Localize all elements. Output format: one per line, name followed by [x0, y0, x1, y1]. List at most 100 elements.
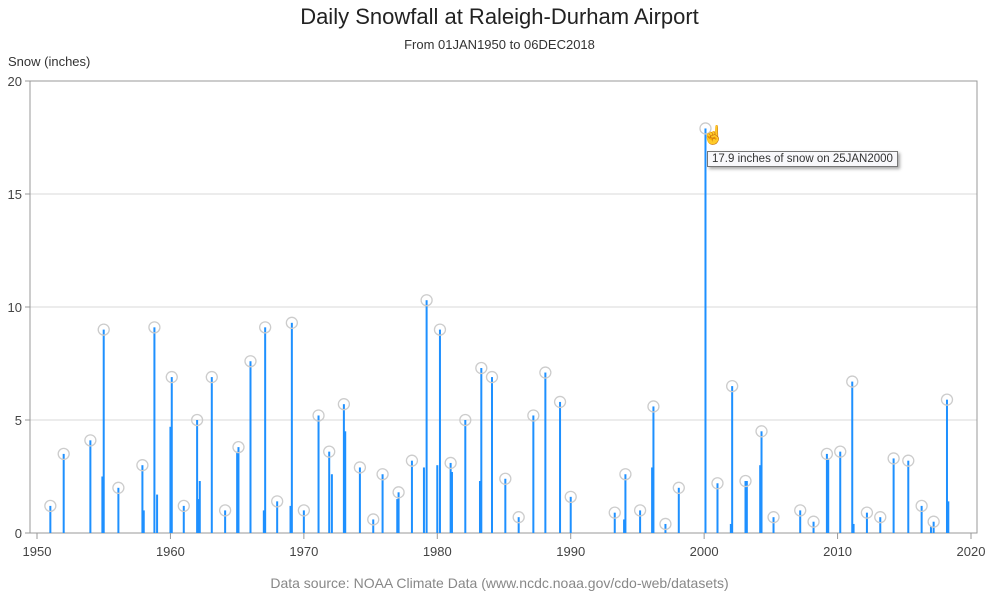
- hand-cursor-icon: ☝: [702, 125, 725, 145]
- annual-max-marker: [726, 379, 739, 393]
- snow-bar: [947, 501, 950, 533]
- annual-max-marker: [244, 355, 257, 368]
- snow-bar: [731, 386, 734, 533]
- annual-max-marker: [755, 425, 768, 438]
- annual-max-marker: [807, 515, 820, 528]
- snow-bar: [141, 465, 144, 533]
- x-tick-label: 1950: [23, 544, 52, 559]
- annual-max-marker: [672, 481, 685, 494]
- y-tick-label: 5: [15, 413, 22, 428]
- annual-max-marker: [148, 321, 161, 334]
- snow-bar: [464, 420, 467, 533]
- snow-bar: [262, 510, 265, 533]
- snow-bar: [197, 499, 200, 533]
- snow-bar: [480, 368, 483, 533]
- snow-bar: [317, 415, 320, 533]
- annual-max-marker: [485, 370, 499, 384]
- data-source-note: Data source: NOAA Climate Data (www.ncdc…: [270, 575, 729, 591]
- snow-bar: [102, 329, 105, 533]
- snow-bar: [639, 510, 642, 533]
- snow-bar: [664, 523, 667, 533]
- y-tick-label: 15: [8, 187, 22, 202]
- annual-max-marker: [553, 395, 567, 409]
- annual-max-marker: [57, 447, 70, 461]
- snow-bar: [559, 401, 562, 533]
- snow-bar: [196, 420, 199, 533]
- annual-max-marker: [232, 440, 245, 454]
- annual-max-marker: [405, 454, 419, 467]
- annual-max-marker: [112, 481, 125, 494]
- snow-bar: [302, 510, 305, 533]
- snow-bar: [825, 453, 828, 533]
- y-tick-label: 10: [8, 300, 22, 315]
- snow-bar: [945, 399, 948, 533]
- annual-max-marker: [376, 468, 389, 481]
- snow-bar: [396, 499, 399, 533]
- snow-bar: [436, 465, 439, 533]
- snow-bar: [478, 481, 481, 533]
- snow-bar: [827, 458, 830, 533]
- snow-bar: [410, 460, 413, 533]
- snow-bar: [381, 474, 384, 533]
- snow-bar: [729, 523, 732, 533]
- snow-bar: [449, 462, 452, 533]
- snow-bar: [101, 476, 104, 533]
- snow-bar: [290, 322, 293, 533]
- tooltip: 17.9 inches of snow on 25JAN2000: [707, 151, 898, 167]
- annual-max-marker: [647, 400, 660, 413]
- y-axis-label: Snow (inches): [8, 54, 91, 69]
- annual-max-marker: [433, 323, 447, 336]
- annual-max-marker: [420, 294, 433, 307]
- snow-bar: [651, 467, 654, 533]
- annual-max-marker: [874, 511, 887, 524]
- annual-max-marker: [633, 504, 647, 517]
- annual-max-marker: [539, 366, 552, 379]
- annual-max-marker: [444, 456, 457, 470]
- annual-max-marker: [285, 316, 298, 329]
- annual-max-marker: [940, 393, 954, 406]
- snow-bar: [704, 128, 707, 533]
- snow-bar: [264, 327, 267, 533]
- snow-bar: [772, 517, 775, 533]
- snow-bar: [289, 505, 292, 533]
- snow-bar: [422, 467, 425, 533]
- annual-max-marker: [44, 499, 57, 513]
- snow-bar: [330, 474, 333, 533]
- snow-bar: [569, 496, 572, 533]
- snow-bar: [532, 415, 535, 533]
- annual-max-marker: [475, 361, 488, 375]
- snow-bar: [929, 526, 932, 533]
- annual-max-marker: [794, 504, 807, 517]
- annual-max-marker: [887, 452, 900, 465]
- y-tick-label: 20: [8, 74, 22, 89]
- annual-max-marker: [527, 409, 540, 422]
- annual-max-marker: [190, 413, 204, 427]
- snow-bar: [544, 372, 547, 533]
- annual-max-marker: [392, 486, 405, 499]
- snow-bar: [839, 451, 842, 533]
- snow-bar: [170, 377, 173, 533]
- annual-max-marker: [846, 375, 859, 388]
- snow-bar: [907, 460, 910, 533]
- snow-bar: [759, 465, 762, 533]
- annual-max-marker: [902, 454, 915, 467]
- x-tick-label: 1980: [423, 544, 452, 559]
- annual-max-marker: [767, 511, 780, 524]
- snow-bar: [358, 467, 361, 533]
- annual-max-marker: [739, 474, 752, 488]
- snow-bar: [198, 481, 201, 533]
- annual-max-marker: [297, 504, 311, 517]
- snow-bar: [425, 300, 428, 533]
- x-tick-label: 2010: [823, 544, 852, 559]
- x-tick-label: 2020: [957, 544, 986, 559]
- annual-max-marker: [834, 445, 847, 458]
- snow-bar: [652, 406, 655, 533]
- snow-bar: [372, 519, 375, 533]
- annual-max-marker: [711, 477, 724, 490]
- annual-max-marker: [619, 468, 632, 481]
- snow-bar: [328, 451, 331, 533]
- snow-bar: [156, 494, 159, 533]
- annual-max-marker: [512, 511, 525, 524]
